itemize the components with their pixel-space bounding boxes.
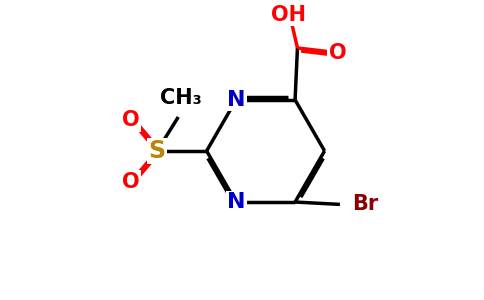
Text: O: O [122,110,140,130]
Text: CH₃: CH₃ [160,88,201,109]
Text: O: O [122,172,140,192]
Text: O: O [329,43,347,63]
Text: S: S [149,139,166,163]
Text: OH: OH [271,5,305,25]
Text: N: N [227,90,245,110]
Text: Br: Br [352,194,378,214]
Text: N: N [227,192,245,212]
